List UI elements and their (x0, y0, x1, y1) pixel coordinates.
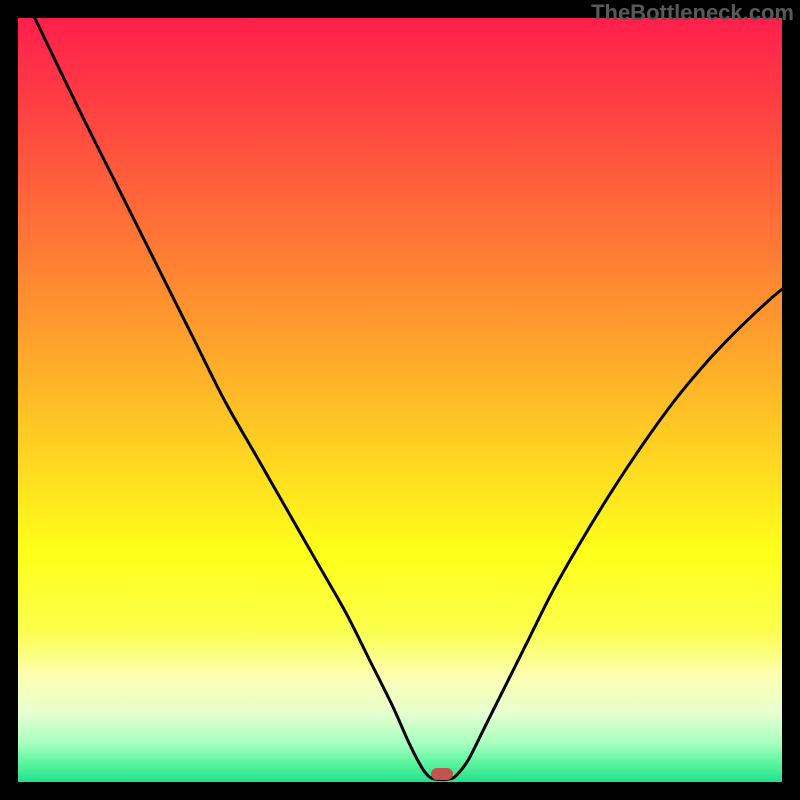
minimum-marker (431, 768, 453, 780)
curve-path (35, 18, 782, 780)
chart-frame: TheBottleneck.com (0, 0, 800, 800)
watermark-text: TheBottleneck.com (591, 0, 794, 26)
plot-area (18, 18, 782, 782)
bottleneck-curve (18, 18, 782, 782)
